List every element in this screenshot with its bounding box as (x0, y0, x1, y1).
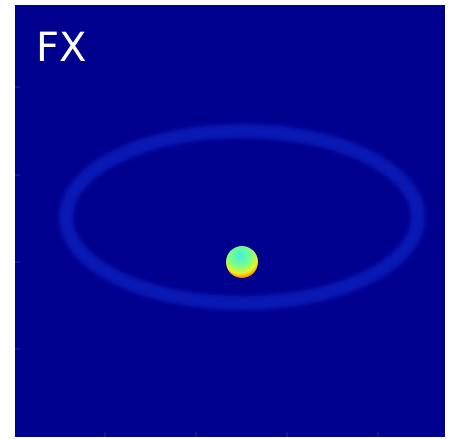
panel-label: FX (36, 25, 86, 71)
particle (226, 246, 258, 278)
figure: FX (0, 0, 453, 439)
page: {"panel": {"label": "FX"}} FX (() => { c… (0, 0, 453, 439)
